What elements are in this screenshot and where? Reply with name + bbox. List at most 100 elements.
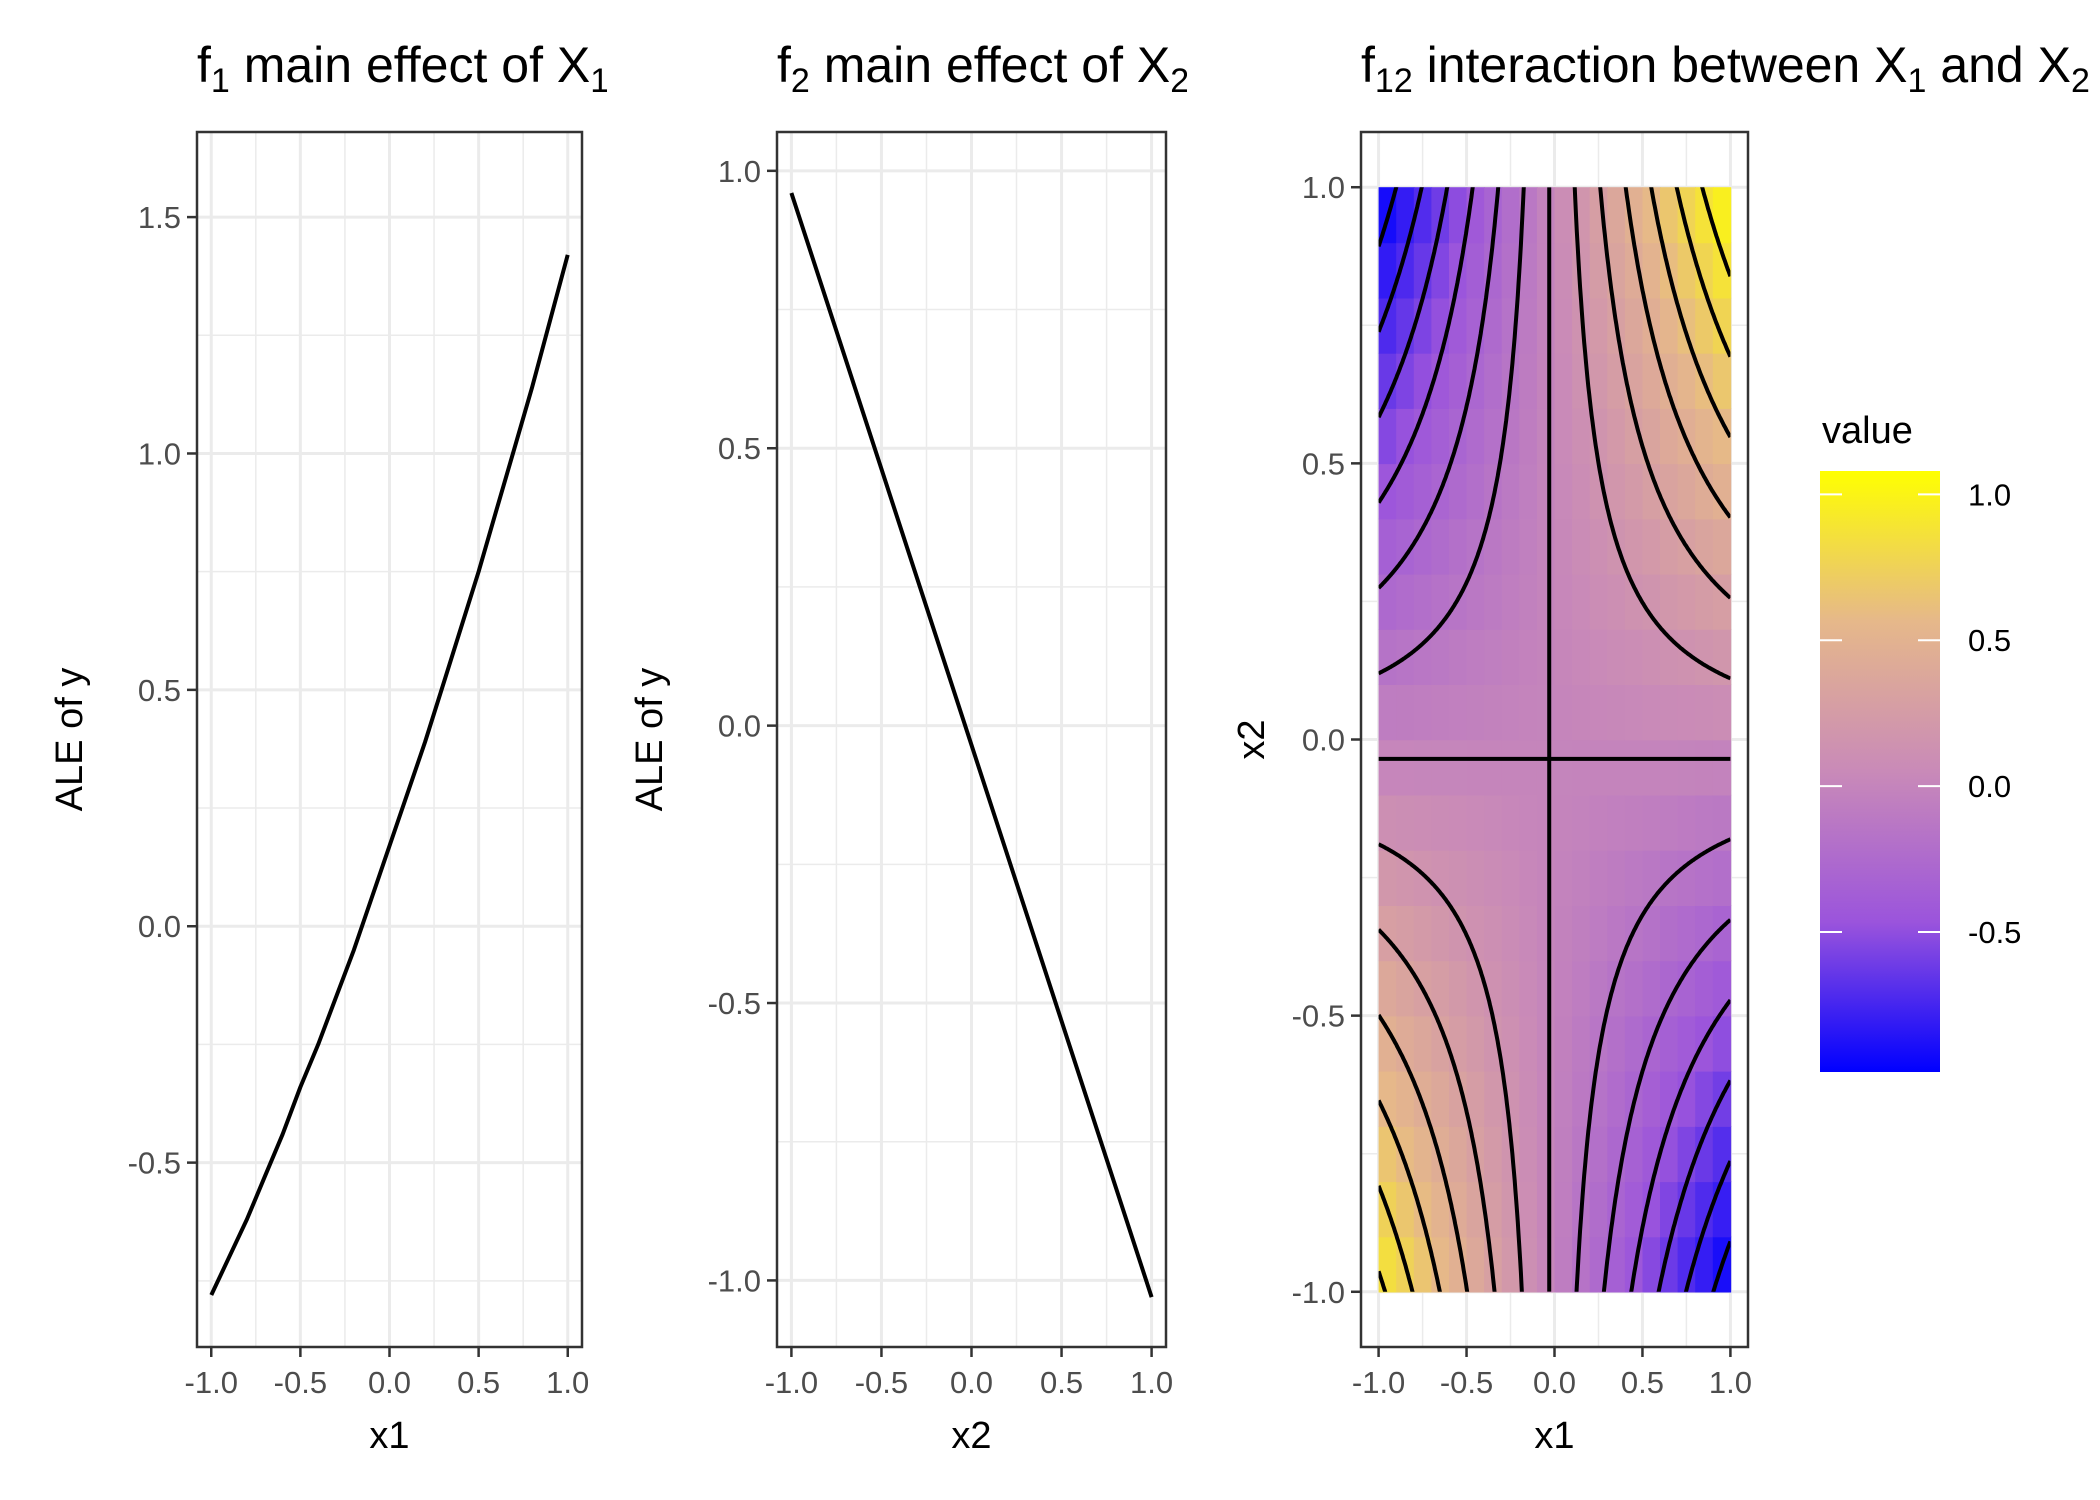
heatmap-cell [1413, 739, 1433, 796]
heatmap-cell [1589, 518, 1609, 575]
contour-line [1378, 187, 1450, 419]
heatmap-cell [1712, 1181, 1732, 1238]
heatmap-cell [1572, 739, 1591, 796]
heatmap-cell [1642, 794, 1661, 851]
heatmap-cell [1378, 352, 1397, 409]
heatmap-cell [1449, 1126, 1468, 1183]
y-tick-label: 0.5 [138, 673, 181, 708]
heatmap-cell [1484, 629, 1503, 685]
legend-colorbar [1820, 471, 1940, 1072]
contour-line [1649, 187, 1731, 439]
heatmap-cell [1677, 905, 1696, 962]
panel-f1-main-effect: f1 main effect of X1 -1.0 -0.5 0.0 0.5 1.0-0… [49, 37, 609, 1457]
panel-3-x-axis-title: x1 [1534, 1415, 1574, 1457]
y-tick-label: 0.5 [1302, 446, 1345, 481]
heatmap-cell [1695, 1126, 1714, 1183]
panel-1-y-axis-title: ALE of y [49, 668, 91, 812]
heatmap-cell [1519, 573, 1538, 630]
heatmap-cell [1607, 794, 1626, 851]
heatmap-cell [1554, 960, 1573, 1017]
contour-line [1598, 187, 1731, 600]
heatmap-cell [1695, 1236, 1714, 1293]
colorbar-legend: value 1.0 0.5 0.0 -0.5 [1820, 410, 2021, 1072]
heatmap-cell [1501, 1236, 1521, 1293]
heatmap-cell [1695, 794, 1714, 851]
heatmap-cell [1677, 629, 1696, 685]
heatmap-cell [1677, 1015, 1696, 1072]
heatmap-cell [1695, 1181, 1714, 1238]
heatmap-cell [1484, 1015, 1503, 1072]
contour-line [1601, 918, 1731, 1292]
heatmap-cell [1589, 352, 1609, 409]
heatmap-cell [1642, 1181, 1661, 1238]
contour-line [1378, 1099, 1442, 1292]
heatmap-cell [1572, 573, 1591, 630]
heatmap-cell [1589, 297, 1609, 354]
x-tick-label: -0.5 [274, 1365, 327, 1400]
heatmap-cell [1536, 905, 1556, 962]
heatmap-cell [1466, 684, 1485, 741]
heatmap-cell [1466, 850, 1485, 906]
heatmap-cell [1642, 905, 1661, 962]
heatmap-cell [1712, 297, 1732, 354]
heatmap-cell [1396, 242, 1415, 299]
x-tick-label: 0.5 [1040, 1365, 1083, 1400]
contour-line [1378, 1013, 1470, 1292]
heatmap-cell [1396, 684, 1415, 741]
heatmap-cell [1519, 684, 1538, 741]
heatmap-cell [1712, 684, 1732, 741]
heatmap-cell [1554, 1015, 1573, 1072]
heatmap-cell [1501, 850, 1521, 906]
contour-line [1711, 1240, 1731, 1292]
x-tick-label: -1.0 [185, 1365, 238, 1400]
heatmap-cell [1607, 905, 1626, 962]
heatmap-cell [1466, 518, 1485, 575]
heatmap-cell [1449, 905, 1468, 962]
heatmap-cell [1413, 684, 1433, 741]
heatmap-cell [1607, 739, 1626, 796]
heatmap-cell [1501, 629, 1521, 685]
heatmap-cell [1431, 1015, 1450, 1072]
x-tick-label: 0.5 [457, 1365, 500, 1400]
heatmap-cell [1589, 463, 1609, 520]
heatmap-cell [1484, 684, 1503, 741]
heatmap-cell [1660, 905, 1679, 962]
heatmap-cell [1431, 1070, 1450, 1127]
y-tick-label: 0.5 [718, 431, 761, 466]
heatmap-cell [1413, 850, 1433, 906]
panel-1-title: f1 main effect of X1 [197, 37, 609, 100]
panel-f12-interaction: f12 interaction between X1 and X2 -1.0 -0… [1231, 37, 2090, 1457]
heatmap-cell [1642, 739, 1661, 796]
heatmap-cell [1589, 960, 1609, 1017]
heatmap-cell [1501, 1015, 1521, 1072]
heatmap-cell [1449, 684, 1468, 741]
heatmap-cell [1712, 1126, 1732, 1183]
heatmap-cell [1378, 794, 1397, 851]
heatmap-cell [1396, 794, 1415, 851]
heatmap-cell [1607, 1015, 1626, 1072]
heatmap-cell [1484, 408, 1503, 465]
heatmap-cell [1695, 297, 1714, 354]
heatmap-cell [1466, 629, 1485, 685]
title-part-title_sub2: 1 [1908, 62, 1927, 100]
heatmap-cell [1536, 1181, 1556, 1238]
panel-3-y-axis-title: x2 [1231, 719, 1273, 759]
heatmap-cell [1378, 739, 1397, 796]
heatmap-cell [1449, 629, 1468, 685]
heatmap-cell [1572, 629, 1591, 685]
heatmap-cell [1536, 518, 1556, 575]
heatmap-cell [1712, 463, 1732, 520]
heatmap-cell [1642, 629, 1661, 685]
heatmap-cell [1712, 242, 1732, 299]
heatmap-cell [1466, 1070, 1485, 1127]
heatmap-cell [1554, 187, 1573, 244]
title-part-title_sub3: 2 [2071, 62, 2090, 100]
heatmap-cell [1466, 463, 1485, 520]
heatmap-cell [1712, 905, 1732, 962]
heatmap-cell [1501, 242, 1521, 299]
title-part-title_base: f [197, 37, 211, 93]
heatmap-cell [1484, 794, 1503, 851]
heatmap-cell [1607, 187, 1626, 244]
heatmap-cell [1536, 242, 1556, 299]
x-tick-label: 1.0 [546, 1365, 589, 1400]
